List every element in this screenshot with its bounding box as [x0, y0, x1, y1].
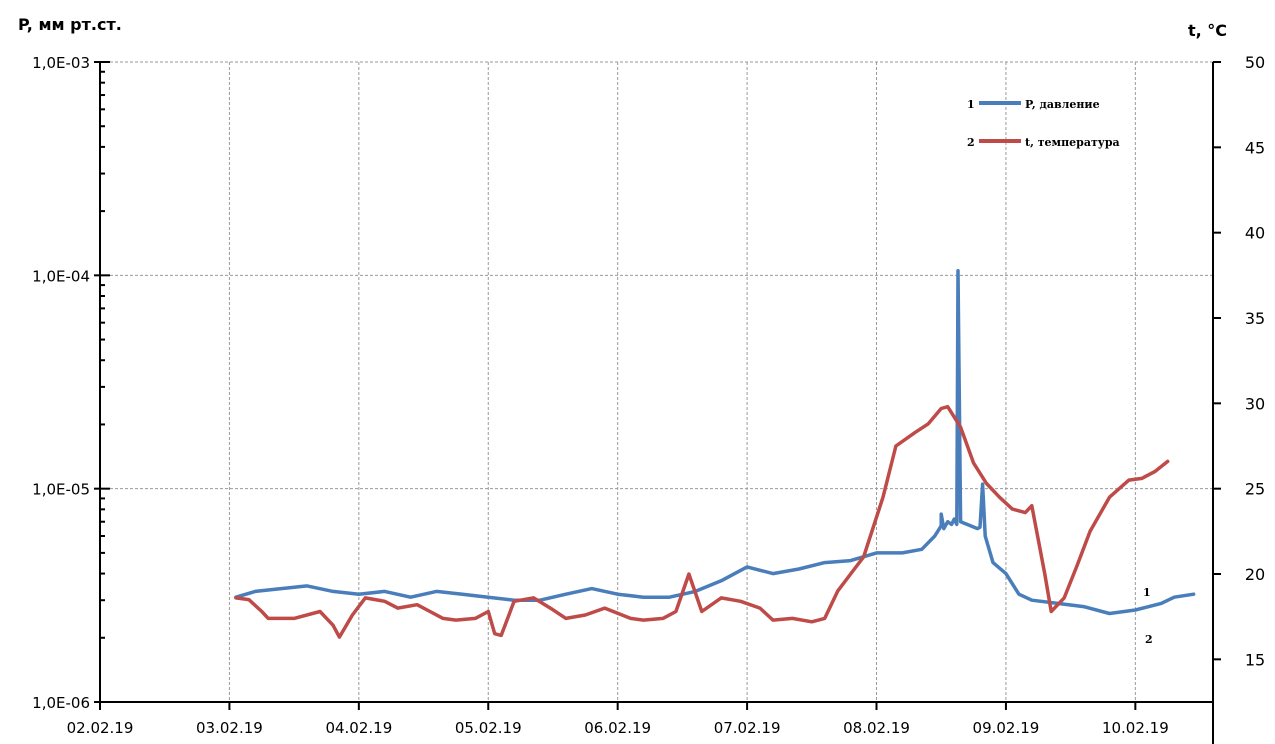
legend-entry-temperature: 2 t, температура [967, 136, 1120, 149]
right-tick-label: 15 [1245, 650, 1265, 669]
right-tick-label: 30 [1245, 394, 1265, 413]
x-tick-label: 10.02.19 [1102, 719, 1169, 737]
right-tick-label: 20 [1245, 565, 1265, 584]
legend-entry-temperature-label: t, температура [1025, 136, 1120, 149]
right-tick-label: 50 [1245, 53, 1265, 72]
left-tick-label: 1,0E-05 [32, 481, 90, 499]
tick-labels: 1,0E-03 1,0E-04 1,0E-05 1,0E-06 50 45 40 35 30 25… [32, 53, 1265, 737]
legend-entry-pressure-number: 1 [967, 98, 975, 111]
x-tick-label: 07.02.19 [714, 719, 781, 737]
grid [100, 61, 1213, 702]
legend: 1 P, давление 2 t, температура [967, 98, 1120, 149]
axes [94, 61, 1221, 744]
x-tick-label: 08.02.19 [843, 719, 910, 737]
x-tick-label: 03.02.19 [196, 719, 263, 737]
left-tick-label: 1,0E-04 [32, 267, 90, 285]
series-lines [234, 269, 1196, 639]
left-tick-label: 1,0E-03 [32, 54, 90, 72]
right-tick-label: 35 [1245, 309, 1265, 328]
series-label-temperature: 2 [1145, 633, 1153, 646]
legend-entry-pressure-label: P, давление [1025, 98, 1100, 111]
x-tick-label: 09.02.19 [973, 719, 1040, 737]
series-label-pressure: 1 [1143, 586, 1151, 599]
left-axis-title: P, мм рт.ст. [18, 15, 122, 34]
right-tick-label: 45 [1245, 138, 1265, 157]
x-tick-label: 05.02.19 [455, 719, 522, 737]
right-axis-title: t, °C [1188, 21, 1227, 40]
series-line-1 [234, 404, 1170, 639]
left-tick-label: 1,0E-06 [32, 694, 90, 712]
x-tick-label: 06.02.19 [584, 719, 651, 737]
legend-entry-pressure: 1 P, давление [967, 98, 1100, 111]
legend-entry-temperature-number: 2 [967, 136, 975, 149]
right-tick-label: 40 [1245, 224, 1265, 243]
x-tick-label: 02.02.19 [67, 719, 134, 737]
right-tick-label: 25 [1245, 480, 1265, 499]
series-line-0 [234, 269, 1196, 616]
x-tick-label: 04.02.19 [325, 719, 392, 737]
